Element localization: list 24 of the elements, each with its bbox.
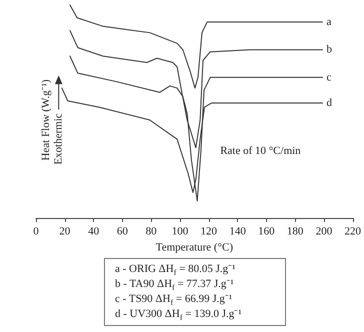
x-tick-label: 20 [59,226,71,238]
series-label: b [326,44,333,56]
x-tick-label: 0 [33,226,40,238]
series-label: a [326,16,332,28]
x-tick-label: 80 [146,226,158,238]
x-tick-label: 60 [116,226,128,238]
annotation: Rate of 10 °C/min [220,145,301,157]
series-label: d [326,96,333,109]
y-axis-title: Heat Flow (W.g⁻¹) [39,79,52,161]
x-tick-label: 40 [88,226,100,238]
text: d - UV300 ΔH$_{f}$ = 139.0 J.g⁻¹ [115,307,243,322]
x-tick-label: 160 [258,226,276,238]
series-label: c [326,71,332,84]
x-tick-label: 120 [200,226,218,238]
x-tick-label: 180 [286,226,304,238]
text: a - ORIG ΔH$_{f}$ = 80.05 J.g⁻¹ [115,262,236,278]
x-tick-label: 140 [229,226,246,238]
x-tick-label: 100 [172,226,189,238]
x-tick-label: 200 [316,226,333,238]
text: c - TS90 ΔH$_{f}$ = 66.99 J.g⁻¹ [115,292,234,308]
x-axis-title: Temperature (°C) [156,241,234,254]
annotation: Exothermic [52,113,65,165]
text: b - TA90 ΔH$_{f}$ = 77.37 J.g⁻¹ [115,277,235,292]
x-tick-label: 220 [344,226,362,238]
